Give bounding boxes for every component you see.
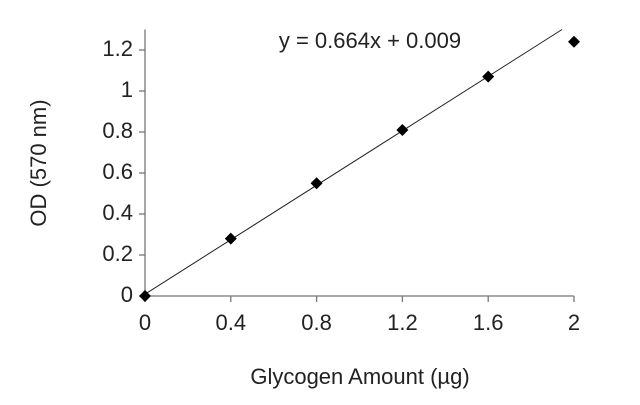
y-tick-label: 0.8 (102, 118, 133, 143)
x-tick-label: 1.2 (387, 310, 418, 335)
x-tick-label: 0.8 (301, 310, 332, 335)
data-point (396, 123, 409, 136)
y-tick-label: 0.2 (102, 241, 133, 266)
x-tick-label: 0.4 (216, 310, 247, 335)
y-tick-label: 0.4 (102, 200, 133, 225)
data-point (482, 70, 495, 83)
data-point (139, 290, 151, 302)
x-tick-label: 1.6 (473, 310, 504, 335)
y-tick-label: 0 (121, 282, 133, 307)
x-axis-label: Glycogen Amount (µg) (250, 364, 469, 389)
equation-annotation: y = 0.664x + 0.009 (279, 28, 461, 53)
y-tick-label: 1 (121, 77, 133, 102)
y-axis-label: OD (570 nm) (26, 99, 51, 226)
y-tick-label: 1.2 (102, 36, 133, 61)
x-tick-label: 2 (568, 310, 580, 335)
data-point (568, 35, 580, 48)
y-tick-label: 0.6 (102, 159, 133, 184)
x-tick-label: 0 (139, 310, 151, 335)
data-point (310, 177, 323, 190)
data-point (224, 232, 237, 245)
trendline (144, 29, 563, 295)
